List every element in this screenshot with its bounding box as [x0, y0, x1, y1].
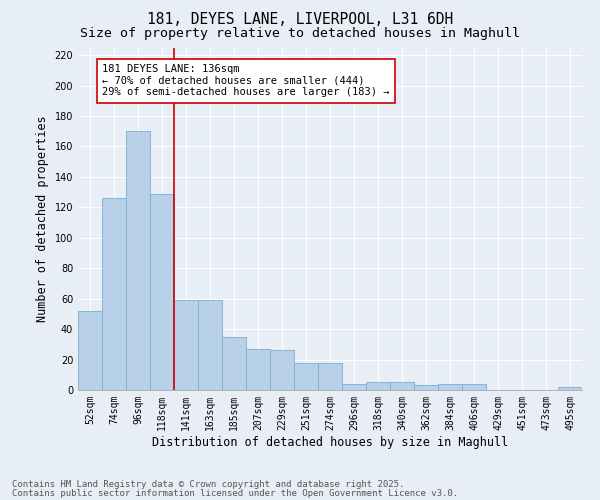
Text: Contains public sector information licensed under the Open Government Licence v3: Contains public sector information licen… — [12, 489, 458, 498]
Bar — [390, 382, 414, 390]
Text: 181 DEYES LANE: 136sqm
← 70% of detached houses are smaller (444)
29% of semi-de: 181 DEYES LANE: 136sqm ← 70% of detached… — [102, 64, 389, 98]
Bar — [102, 198, 126, 390]
Bar — [366, 382, 390, 390]
Text: Contains HM Land Registry data © Crown copyright and database right 2025.: Contains HM Land Registry data © Crown c… — [12, 480, 404, 489]
Y-axis label: Number of detached properties: Number of detached properties — [36, 116, 49, 322]
Bar — [222, 336, 246, 390]
Bar — [198, 300, 222, 390]
Bar — [558, 387, 582, 390]
Bar — [342, 384, 366, 390]
Bar — [270, 350, 294, 390]
Bar — [414, 386, 438, 390]
Bar — [246, 349, 270, 390]
Text: Size of property relative to detached houses in Maghull: Size of property relative to detached ho… — [80, 28, 520, 40]
Bar — [294, 362, 318, 390]
Bar — [462, 384, 486, 390]
Bar — [150, 194, 174, 390]
X-axis label: Distribution of detached houses by size in Maghull: Distribution of detached houses by size … — [152, 436, 508, 448]
Bar — [438, 384, 462, 390]
Text: 181, DEYES LANE, LIVERPOOL, L31 6DH: 181, DEYES LANE, LIVERPOOL, L31 6DH — [147, 12, 453, 28]
Bar — [174, 300, 198, 390]
Bar — [318, 362, 342, 390]
Bar — [78, 311, 102, 390]
Bar — [126, 131, 150, 390]
